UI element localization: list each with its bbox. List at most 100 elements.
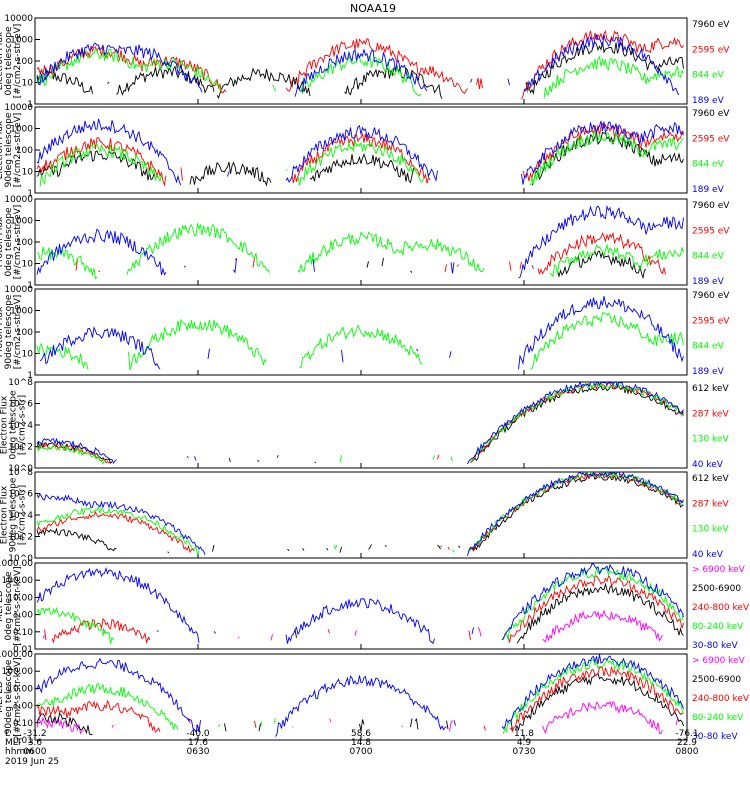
footer-value: 58.6 — [351, 729, 371, 739]
legend-entry: 844 eV — [692, 160, 725, 170]
y-tick-label: 10 — [22, 79, 34, 89]
series-line — [36, 41, 684, 100]
y-tick-label: 0.10 — [13, 628, 33, 638]
y-tick-label: 10^0 — [8, 554, 33, 564]
y-tick-label: 10^2 — [8, 533, 33, 543]
y-tick-label: 0.01 — [13, 736, 33, 746]
panel-2: Electron Flux90deg telescope[#/cm2-s-str… — [0, 103, 730, 199]
legend-entry: 2595 eV — [692, 316, 730, 326]
legend-entry: 2500-6900 — [692, 675, 741, 685]
legend-entry: 7960 eV — [692, 291, 730, 301]
legend-entry: 240-800 keV — [692, 694, 750, 704]
panel-frame — [34, 381, 688, 469]
legend-entry: 189 eV — [692, 96, 725, 106]
y-axis-label: MEPED0deg telescope[#/cm2-s-str-keV] — [0, 566, 23, 645]
y-axis-label: Proton Flux90deg telescope[#/cm2-s-str-e… — [0, 294, 23, 369]
legend-entry: 189 eV — [692, 367, 725, 377]
panel-7: MEPED0deg telescope[#/cm2-s-str-keV]1000… — [0, 559, 750, 655]
series-line — [36, 381, 684, 465]
legend-entry: 7960 eV — [692, 20, 730, 30]
series-line — [36, 567, 684, 644]
footer-value: -40.0 — [186, 729, 210, 739]
panel-frame — [34, 471, 688, 559]
legend-entry: 2595 eV — [692, 45, 730, 55]
legend-entry: 80-240 keV — [692, 622, 744, 632]
series-line — [36, 471, 684, 554]
footer-label: 2019 Jun 25 — [5, 757, 59, 767]
legend-entry: 30-80 keV — [692, 732, 738, 742]
panel-5: MEPEDElectron Flux0deg telescope[#/cm2-s… — [0, 378, 729, 474]
y-tick-label: 100 — [16, 146, 33, 156]
series-line — [36, 563, 684, 645]
y-tick-label: 10 — [22, 168, 34, 178]
series-line — [36, 381, 684, 464]
legend-entry: 844 eV — [692, 342, 725, 352]
y-tick-label: 1.00 — [13, 702, 33, 712]
y-tick-label: 1000.00 — [0, 559, 33, 569]
y-tick-label: 0.01 — [13, 645, 33, 655]
y-tick-label: 1000 — [10, 307, 33, 317]
footer-label: MLT — [5, 738, 23, 748]
footer-value: 11.8 — [514, 729, 534, 739]
footer-value: 3.6 — [28, 738, 43, 748]
y-tick-label: 1 — [27, 189, 33, 199]
series-line — [36, 384, 684, 464]
footer-value: 22.9 — [677, 738, 697, 748]
y-tick-label: 1.00 — [13, 611, 33, 621]
y-tick-label: 10^8 — [8, 378, 33, 388]
legend-entry: 2595 eV — [692, 226, 730, 236]
series-line — [36, 658, 684, 734]
legend-entry: 30-80 keV — [692, 641, 738, 651]
y-tick-label: 10^4 — [8, 511, 33, 521]
series-line — [147, 582, 684, 644]
series-line — [39, 130, 684, 187]
legend-entry: 7960 eV — [692, 109, 730, 119]
legend-entry: 287 keV — [692, 409, 729, 419]
series-line — [36, 118, 684, 186]
legend-entry: 2500-6900 — [692, 584, 741, 594]
y-tick-label: 1 — [27, 100, 33, 110]
footer-value: -76.1 — [675, 729, 698, 739]
y-tick-label: 1000 — [10, 36, 33, 46]
series-line — [44, 574, 684, 645]
y-axis-label: Proton Flux0deg telescope[#/cm2-s-str-eV… — [0, 205, 23, 280]
series-line — [36, 473, 684, 554]
legend-entry: 40 keV — [692, 550, 724, 560]
panels: Electron Flux0deg telescope[#/cm2-s-str-… — [0, 14, 750, 746]
panel-4: Proton Flux90deg telescope[#/cm2-s-str-e… — [0, 285, 730, 381]
footer-value: 17.6 — [188, 738, 208, 748]
y-tick-label: 10^6 — [8, 490, 33, 500]
y-tick-label: 100.00 — [2, 667, 34, 677]
legend-entry: 40 keV — [692, 460, 724, 470]
y-tick-label: 10000 — [4, 285, 33, 295]
y-tick-label: 10.00 — [7, 684, 33, 694]
panel-8: MEPED90deg telescope[#/cm2-s-str-keV]100… — [0, 650, 750, 746]
series-line — [36, 470, 684, 557]
series-line — [36, 131, 684, 187]
footer-value: 0730 — [513, 747, 536, 757]
series-line — [36, 47, 684, 99]
y-tick-label: 10 — [22, 260, 34, 270]
legend-entry: 2595 eV — [692, 134, 730, 144]
legend-entry: 844 eV — [692, 71, 725, 81]
panel-3: Proton Flux0deg telescope[#/cm2-s-str-eV… — [0, 195, 730, 291]
footer-value: 0600 — [24, 747, 47, 757]
footer-value: 0800 — [676, 747, 699, 757]
footer-value: 0630 — [187, 747, 210, 757]
footer-value: 4.9 — [517, 738, 532, 748]
y-tick-label: 1000 — [10, 217, 33, 227]
panel-frame — [34, 562, 688, 650]
legend-entry: 287 keV — [692, 499, 729, 509]
footer-value: -31.2 — [23, 729, 46, 739]
series-line — [36, 122, 684, 187]
y-tick-label: 1 — [27, 371, 33, 381]
y-tick-label: 10 — [22, 350, 34, 360]
series-line — [36, 223, 684, 280]
y-axis-label: Electron Flux0deg telescope[#/cm2-s-str-… — [0, 24, 23, 99]
footer-label: hhmm — [5, 747, 34, 757]
y-axis-label: MEPEDElectron Flux0deg telescope[#/cm2-s… — [0, 390, 28, 460]
y-tick-label: 10^6 — [8, 400, 33, 410]
series-line — [36, 471, 684, 556]
